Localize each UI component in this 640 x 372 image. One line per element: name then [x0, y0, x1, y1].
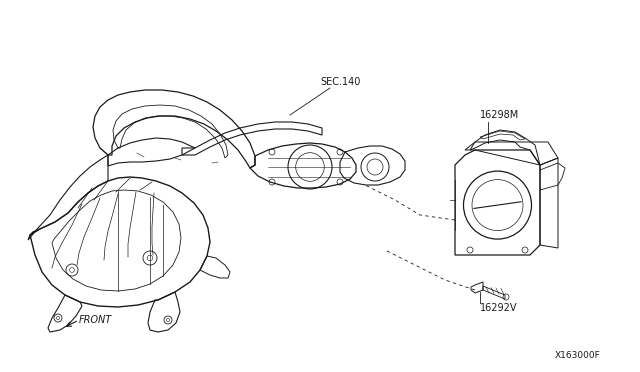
Text: FRONT: FRONT: [79, 315, 112, 325]
Text: 16292V: 16292V: [480, 303, 518, 313]
Text: X163000F: X163000F: [555, 350, 601, 359]
Text: 16298M: 16298M: [480, 110, 519, 120]
Text: SEC.140: SEC.140: [320, 77, 360, 87]
